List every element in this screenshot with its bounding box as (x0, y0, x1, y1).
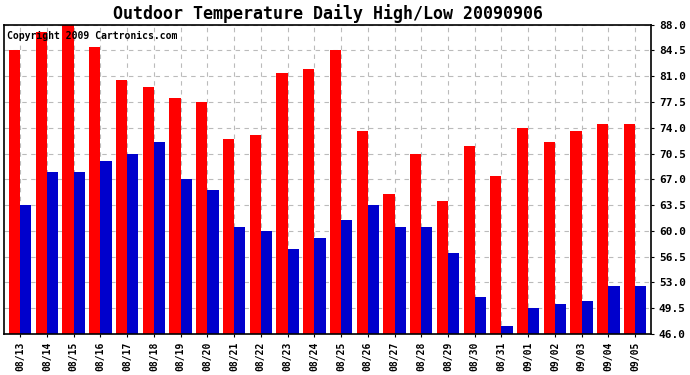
Bar (529, 308, 540, 334)
Bar (20, 205, 32, 334)
Bar (234, 227, 246, 334)
Bar (544, 142, 555, 334)
Bar (89, 47, 101, 334)
Bar (170, 98, 181, 334)
Bar (47, 172, 58, 334)
Bar (208, 190, 219, 334)
Bar (597, 124, 609, 334)
Text: Copyright 2009 Cartronics.com: Copyright 2009 Cartronics.com (8, 31, 178, 41)
Bar (383, 194, 395, 334)
Bar (63, 25, 74, 334)
Bar (277, 72, 288, 334)
Bar (517, 128, 529, 334)
Bar (448, 253, 460, 334)
Bar (143, 87, 154, 334)
Bar (624, 124, 635, 334)
Bar (609, 286, 620, 334)
Bar (341, 220, 353, 334)
Bar (357, 131, 368, 334)
Bar (475, 297, 486, 334)
Title: Outdoor Temperature Daily High/Low 20090906: Outdoor Temperature Daily High/Low 20090… (112, 4, 542, 23)
Bar (303, 69, 315, 334)
Bar (490, 176, 502, 334)
Bar (437, 201, 448, 334)
Bar (181, 179, 192, 334)
Bar (154, 142, 165, 334)
Bar (101, 161, 112, 334)
Bar (36, 32, 47, 334)
Bar (261, 231, 272, 334)
Bar (635, 286, 647, 334)
Bar (315, 238, 326, 334)
Bar (196, 102, 208, 334)
Bar (74, 172, 85, 334)
Bar (410, 153, 422, 334)
Bar (9, 51, 20, 334)
Bar (395, 227, 406, 334)
Bar (127, 153, 139, 334)
Bar (223, 139, 234, 334)
Bar (288, 249, 299, 334)
Bar (464, 146, 475, 334)
Bar (555, 304, 566, 334)
Bar (582, 301, 593, 334)
Bar (250, 135, 261, 334)
Bar (330, 51, 341, 334)
Bar (368, 205, 379, 334)
Bar (116, 80, 127, 334)
Bar (502, 327, 513, 334)
Bar (422, 227, 433, 334)
Bar (571, 131, 582, 334)
